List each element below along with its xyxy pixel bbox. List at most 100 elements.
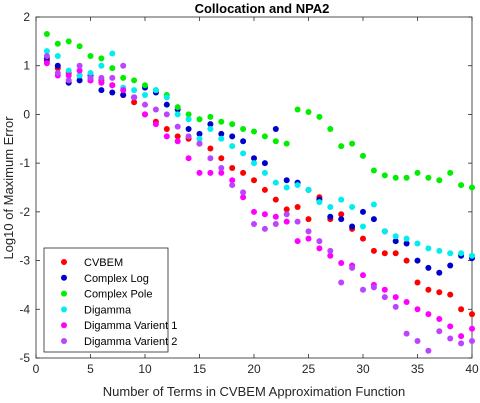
- y-tick-label: -3: [19, 254, 30, 268]
- point-digamma-varient-1: [152, 121, 159, 128]
- point-cvbem: [207, 145, 214, 152]
- point-complex-log: [218, 130, 225, 137]
- point-cvbem: [370, 247, 377, 254]
- point-digamma: [251, 160, 257, 167]
- point-complex-pole: [370, 167, 377, 174]
- point-digamma-varient-2: [43, 52, 50, 59]
- point-digamma-varient-2: [414, 337, 421, 344]
- point-complex-pole: [403, 174, 410, 181]
- legend-item-complex-pole: Complex Pole: [61, 289, 152, 301]
- point-complex-pole: [414, 169, 421, 176]
- legend-item-digamma: Digamma: [61, 304, 132, 316]
- x-tick-label: 15: [193, 362, 207, 376]
- point-digamma-varient-1: [436, 316, 443, 323]
- point-digamma-varient-2: [381, 294, 388, 301]
- point-complex-log: [425, 264, 432, 271]
- point-digamma: [327, 203, 334, 210]
- point-digamma-varient-1: [109, 82, 116, 89]
- point-digamma-varient-1: [240, 194, 247, 201]
- legend-marker: [61, 259, 67, 265]
- point-digamma-varient-2: [436, 328, 443, 335]
- point-digamma-varient-2: [370, 284, 377, 291]
- point-digamma: [240, 150, 247, 157]
- point-digamma-varient-2: [229, 182, 236, 189]
- y-tick-label: -4: [19, 302, 30, 316]
- point-digamma-varient-1: [142, 111, 148, 118]
- point-digamma: [142, 91, 148, 98]
- point-complex-pole: [207, 113, 214, 120]
- y-tick-label: 1: [23, 59, 30, 73]
- point-complex-log: [360, 208, 366, 215]
- point-cvbem: [403, 257, 410, 264]
- legend-label: Digamma: [84, 304, 132, 316]
- y-tick-label: -2: [19, 205, 30, 219]
- point-digamma-varient-2: [261, 225, 268, 232]
- point-cvbem: [229, 165, 236, 172]
- point-complex-log: [283, 177, 290, 184]
- point-digamma-varient-2: [305, 228, 312, 235]
- point-cvbem: [251, 177, 257, 184]
- point-digamma-varient-2: [283, 211, 290, 218]
- point-digamma-varient-1: [163, 133, 170, 140]
- point-complex-pole: [294, 106, 301, 113]
- point-digamma-varient-1: [76, 67, 83, 74]
- point-cvbem: [305, 216, 312, 223]
- point-complex-pole: [185, 111, 192, 118]
- point-digamma: [392, 233, 399, 240]
- point-digamma: [229, 143, 236, 150]
- point-digamma: [414, 240, 421, 247]
- point-cvbem: [218, 155, 225, 162]
- point-digamma: [185, 116, 192, 123]
- point-complex-pole: [120, 74, 127, 81]
- point-digamma-varient-1: [338, 260, 345, 267]
- x-tick-label: 10: [138, 362, 152, 376]
- point-cvbem: [261, 186, 268, 193]
- legend-item-cvbem: CVBEM: [61, 257, 123, 269]
- legend-label: CVBEM: [84, 257, 123, 269]
- y-tick-label: -1: [19, 156, 30, 170]
- point-digamma-varient-2: [338, 279, 345, 286]
- point-digamma: [458, 250, 465, 257]
- point-complex-log: [251, 155, 257, 162]
- point-digamma-varient-2: [54, 70, 61, 77]
- legend-marker: [61, 306, 67, 313]
- point-digamma-varient-2: [98, 74, 105, 81]
- series-digamma: [43, 48, 475, 259]
- point-complex-log: [414, 257, 421, 264]
- point-digamma-varient-1: [294, 238, 301, 245]
- point-digamma-varient-1: [327, 252, 334, 259]
- point-digamma: [54, 52, 61, 59]
- point-complex-log: [392, 238, 399, 245]
- point-digamma-varient-2: [447, 335, 454, 342]
- legend-label: Digamma Varient 2: [84, 336, 177, 348]
- point-digamma: [316, 199, 323, 206]
- point-digamma: [76, 72, 83, 79]
- point-digamma-varient-2: [392, 303, 399, 310]
- point-digamma-varient-2: [251, 221, 257, 228]
- x-tick-label: 40: [465, 362, 479, 376]
- point-complex-log: [436, 269, 443, 276]
- point-digamma-varient-1: [403, 298, 410, 305]
- point-digamma: [370, 201, 377, 208]
- legend-box: [43, 247, 169, 353]
- x-tick-label: 25: [302, 362, 316, 376]
- point-complex-log: [98, 87, 105, 94]
- point-cvbem: [414, 279, 421, 286]
- point-digamma: [381, 228, 388, 235]
- point-complex-log: [349, 223, 356, 230]
- point-digamma: [218, 135, 225, 142]
- point-digamma-varient-2: [196, 140, 203, 147]
- point-complex-log: [261, 160, 268, 167]
- point-digamma: [196, 135, 203, 142]
- point-complex-pole: [54, 40, 61, 47]
- point-digamma: [174, 111, 181, 118]
- legend-item-complex-log: Complex Log: [61, 273, 149, 285]
- point-complex-pole: [240, 126, 247, 133]
- point-digamma-varient-1: [414, 306, 421, 313]
- point-digamma-varient-2: [403, 330, 410, 337]
- point-complex-pole: [76, 43, 83, 50]
- point-complex-log: [447, 262, 454, 269]
- x-tick-label: 20: [247, 362, 261, 376]
- series-digamma-varient-2: [43, 52, 475, 354]
- point-cvbem: [381, 250, 388, 257]
